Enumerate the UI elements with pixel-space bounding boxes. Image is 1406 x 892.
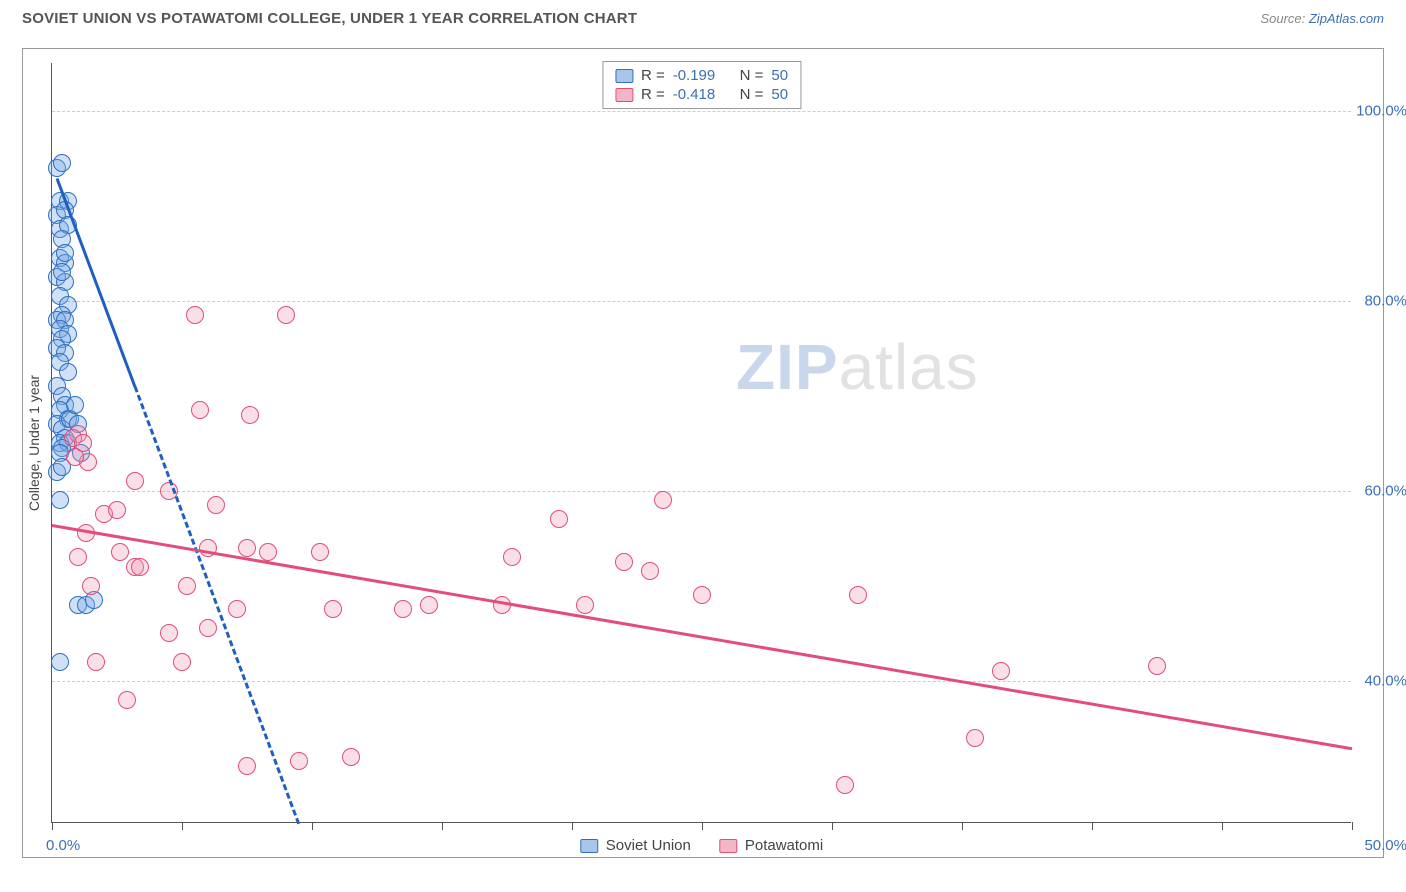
ytick-label: 60.0% <box>1364 482 1406 499</box>
data-point <box>693 586 711 604</box>
data-point <box>836 776 854 794</box>
data-point <box>173 653 191 671</box>
data-point <box>51 491 69 509</box>
xtick <box>832 822 833 830</box>
xtick <box>1352 822 1353 830</box>
legend-stats: R = -0.199 N = 50 R = -0.418 N = 50 <box>602 61 801 109</box>
xtick <box>52 822 53 830</box>
legend-bottom: Soviet Union Potawatomi <box>580 837 823 854</box>
data-point <box>87 653 105 671</box>
data-point <box>53 263 71 281</box>
chart-title: SOVIET UNION VS POTAWATOMI COLLEGE, UNDE… <box>22 10 637 27</box>
data-point <box>160 624 178 642</box>
data-point <box>108 501 126 519</box>
gridline <box>52 491 1351 492</box>
legend-stats-row: R = -0.418 N = 50 <box>615 85 788 104</box>
chart-container: College, Under 1 year ZIPatlas R = -0.19… <box>22 48 1384 858</box>
source-link[interactable]: ZipAtlas.com <box>1309 11 1384 26</box>
data-point <box>503 548 521 566</box>
data-point <box>126 472 144 490</box>
data-point <box>324 600 342 618</box>
data-point <box>641 562 659 580</box>
xtick <box>702 822 703 830</box>
xtick-label: 0.0% <box>46 837 80 854</box>
data-point <box>615 553 633 571</box>
legend-swatch-icon <box>719 839 737 853</box>
data-point <box>576 596 594 614</box>
xtick-label: 50.0% <box>1364 837 1406 854</box>
data-point <box>69 548 87 566</box>
gridline <box>52 111 1351 112</box>
source-label: Source: ZipAtlas.com <box>1260 11 1384 26</box>
data-point <box>311 543 329 561</box>
legend-item: Soviet Union <box>580 837 691 854</box>
data-point <box>207 496 225 514</box>
xtick <box>962 822 963 830</box>
data-point <box>199 619 217 637</box>
data-point <box>191 401 209 419</box>
xtick <box>312 822 313 830</box>
data-point <box>238 539 256 557</box>
data-point <box>550 510 568 528</box>
data-point <box>992 662 1010 680</box>
data-point <box>849 586 867 604</box>
xtick <box>1092 822 1093 830</box>
xtick <box>1222 822 1223 830</box>
data-point <box>394 600 412 618</box>
legend-swatch-icon <box>580 839 598 853</box>
data-point <box>111 543 129 561</box>
ytick-label: 40.0% <box>1364 672 1406 689</box>
xtick <box>572 822 573 830</box>
watermark: ZIPatlas <box>736 330 979 404</box>
data-point <box>420 596 438 614</box>
data-point <box>66 448 84 466</box>
y-axis-label: College, Under 1 year <box>26 374 42 510</box>
data-point <box>53 154 71 172</box>
legend-swatch-icon <box>615 69 633 83</box>
gridline <box>52 301 1351 302</box>
data-point <box>259 543 277 561</box>
data-point <box>56 244 74 262</box>
data-point <box>290 752 308 770</box>
data-point <box>1148 657 1166 675</box>
xtick <box>442 822 443 830</box>
data-point <box>228 600 246 618</box>
xtick <box>182 822 183 830</box>
data-point <box>277 306 295 324</box>
data-point <box>654 491 672 509</box>
data-point <box>241 406 259 424</box>
data-point <box>66 396 84 414</box>
data-point <box>82 577 100 595</box>
plot-area: College, Under 1 year ZIPatlas R = -0.19… <box>51 63 1351 823</box>
trendline <box>52 524 1352 750</box>
data-point <box>118 691 136 709</box>
ytick-label: 80.0% <box>1364 292 1406 309</box>
data-point <box>342 748 360 766</box>
data-point <box>131 558 149 576</box>
data-point <box>186 306 204 324</box>
legend-stats-row: R = -0.199 N = 50 <box>615 66 788 85</box>
ytick-label: 100.0% <box>1356 102 1406 119</box>
legend-item: Potawatomi <box>719 837 823 854</box>
legend-swatch-icon <box>615 88 633 102</box>
data-point <box>178 577 196 595</box>
trendline <box>134 386 301 825</box>
data-point <box>966 729 984 747</box>
data-point <box>51 653 69 671</box>
data-point <box>238 757 256 775</box>
